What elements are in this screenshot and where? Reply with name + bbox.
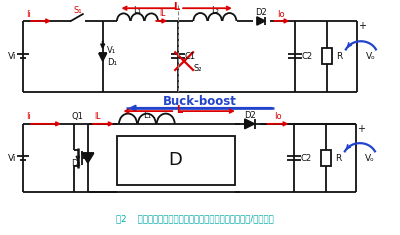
Text: C1: C1 [184,52,196,61]
Text: Vₒ: Vₒ [365,154,375,163]
Text: Vₒ: Vₒ [366,52,376,61]
Polygon shape [99,53,107,61]
Text: L₁: L₁ [134,6,142,15]
Text: Ii: Ii [26,113,31,121]
Text: +: + [357,124,365,134]
Text: Buck-boost: Buck-boost [163,95,237,108]
Text: D₁: D₁ [107,58,116,67]
Bar [322,48,332,64]
Text: D: D [169,151,183,169]
Text: C2: C2 [301,154,312,163]
Text: Vi: Vi [8,154,16,163]
Text: Q1: Q1 [72,112,84,121]
Text: +: + [358,21,366,31]
Polygon shape [245,119,255,129]
Text: 图2    把一个降压转换器与一个升压转换器级联后的降压/升压拓扑: 图2 把一个降压转换器与一个升压转换器级联后的降压/升压拓扑 [116,214,274,223]
Text: Io: Io [278,10,285,19]
Text: L₂: L₂ [211,6,219,15]
Text: R: R [336,52,342,61]
Text: L₁: L₁ [143,110,151,120]
Polygon shape [257,17,265,25]
Text: L: L [176,105,182,115]
Text: V₁: V₁ [107,46,116,55]
Text: IL: IL [159,9,166,18]
Text: S₁: S₁ [74,6,82,15]
Text: Vi: Vi [8,52,16,61]
Text: R: R [335,154,341,163]
Text: L: L [174,2,180,12]
Text: D2: D2 [244,110,256,120]
Text: D₁: D₁ [71,159,81,168]
Text: IL: IL [94,112,101,121]
Text: S₂: S₂ [194,64,202,74]
Text: Io: Io [274,112,281,121]
Text: Ii: Ii [26,10,31,19]
Bar [321,150,331,166]
Text: C2: C2 [302,52,313,61]
Bar [116,136,235,185]
Polygon shape [82,153,94,163]
Text: D2: D2 [255,8,267,17]
